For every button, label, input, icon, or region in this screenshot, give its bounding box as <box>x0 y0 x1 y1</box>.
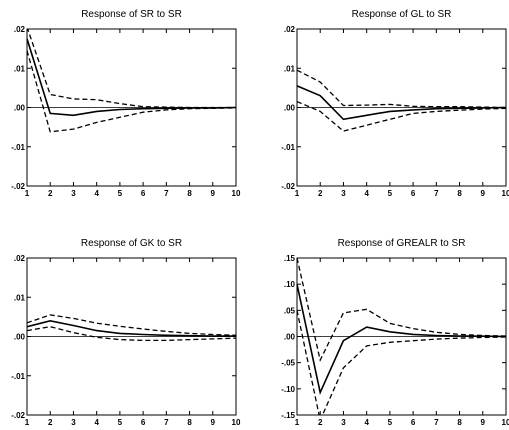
chart-title: Response of GK to SR <box>81 238 182 249</box>
x-tick-label: 5 <box>118 418 123 427</box>
y-tick-label: -.02 <box>11 411 25 420</box>
chart-panel-2: Response of GL to SR .02 .01 .00 -.01 -.021 2 3… <box>281 9 509 198</box>
x-tick-label: 7 <box>164 418 169 427</box>
upper-confidence-band <box>297 69 506 109</box>
y-tick-label: -.15 <box>281 411 295 420</box>
y-tick-label: .00 <box>14 333 26 342</box>
x-tick-label: 6 <box>141 189 146 198</box>
x-tick-label: 8 <box>457 189 462 198</box>
lower-confidence-band <box>27 50 236 133</box>
y-tick-label: .01 <box>284 64 296 73</box>
chart-title: Response of GL to SR <box>352 9 452 20</box>
x-tick-label: 2 <box>318 418 323 427</box>
x-tick-label: 7 <box>434 189 439 198</box>
response-line <box>27 319 236 337</box>
x-tick-label: 8 <box>187 418 192 427</box>
x-tick-label: 4 <box>364 189 369 198</box>
x-tick-label: 9 <box>211 418 216 427</box>
y-tick-label: .15 <box>284 254 296 263</box>
x-tick-label: 9 <box>481 418 486 427</box>
x-tick-label: 10 <box>502 418 509 427</box>
y-tick-label: .10 <box>284 280 296 289</box>
x-tick-label: 1 <box>25 418 30 427</box>
x-tick-label: 3 <box>341 418 346 427</box>
chart-panel-4: Response of GREALR to SR .15 .10 .05 .00 -.05… <box>281 238 509 427</box>
x-tick-label: 4 <box>94 418 99 427</box>
y-tick-label: -.10 <box>281 385 295 394</box>
x-tick-label: 1 <box>25 189 30 198</box>
y-tick-label: -.01 <box>281 143 295 152</box>
x-tick-label: 9 <box>481 189 486 198</box>
x-tick-label: 1 <box>295 418 300 427</box>
x-tick-label: 5 <box>118 189 123 198</box>
x-tick-label: 4 <box>364 418 369 427</box>
x-tick-label: 4 <box>94 189 99 198</box>
lower-confidence-band <box>297 310 506 415</box>
chart-title: Response of GREALR to SR <box>338 238 466 249</box>
y-tick-label: -.01 <box>11 372 25 381</box>
upper-confidence-band <box>297 258 506 363</box>
x-tick-label: 10 <box>232 189 241 198</box>
y-tick-label: -.05 <box>281 359 295 368</box>
x-tick-label: 3 <box>71 418 76 427</box>
response-line <box>297 85 506 121</box>
y-tick-label: .00 <box>284 333 296 342</box>
x-tick-label: 3 <box>341 189 346 198</box>
x-tick-label: 10 <box>232 418 241 427</box>
response-line <box>27 38 236 117</box>
y-tick-label: .02 <box>14 254 26 263</box>
chart-panel-1: Response of SR to SR .02 .01 .00 -.01 -.021 2 3… <box>11 9 241 198</box>
x-tick-label: 3 <box>71 189 76 198</box>
x-tick-label: 2 <box>48 418 53 427</box>
y-tick-label: -.02 <box>281 182 295 191</box>
upper-confidence-band <box>27 314 236 336</box>
y-tick-label: -.02 <box>11 182 25 191</box>
y-tick-label: -.01 <box>11 143 25 152</box>
chart-title: Response of SR to SR <box>81 9 182 20</box>
x-tick-label: 7 <box>434 418 439 427</box>
y-tick-label: .01 <box>14 64 26 73</box>
y-tick-label: .02 <box>284 25 296 34</box>
upper-confidence-band <box>27 29 236 109</box>
x-tick-label: 6 <box>411 418 416 427</box>
x-tick-label: 5 <box>388 189 393 198</box>
y-tick-label: .00 <box>14 104 26 113</box>
x-tick-label: 8 <box>187 189 192 198</box>
lower-confidence-band <box>27 326 236 342</box>
x-tick-label: 10 <box>502 189 509 198</box>
y-tick-label: .00 <box>284 104 296 113</box>
y-tick-label: .02 <box>14 25 26 34</box>
x-tick-label: 5 <box>388 418 393 427</box>
chart-panel-3: Response of GK to SR .02 .01 .00 -.01 -.021 2 3… <box>11 238 241 427</box>
y-tick-label: .01 <box>14 293 26 302</box>
x-tick-label: 6 <box>141 418 146 427</box>
x-tick-label: 2 <box>48 189 53 198</box>
x-tick-label: 2 <box>318 189 323 198</box>
y-tick-label: .05 <box>284 306 296 315</box>
x-tick-label: 8 <box>457 418 462 427</box>
lower-confidence-band <box>297 101 506 132</box>
x-tick-label: 9 <box>211 189 216 198</box>
response-line <box>297 284 506 396</box>
x-tick-label: 7 <box>164 189 169 198</box>
x-tick-label: 6 <box>411 189 416 198</box>
x-tick-label: 1 <box>295 189 300 198</box>
